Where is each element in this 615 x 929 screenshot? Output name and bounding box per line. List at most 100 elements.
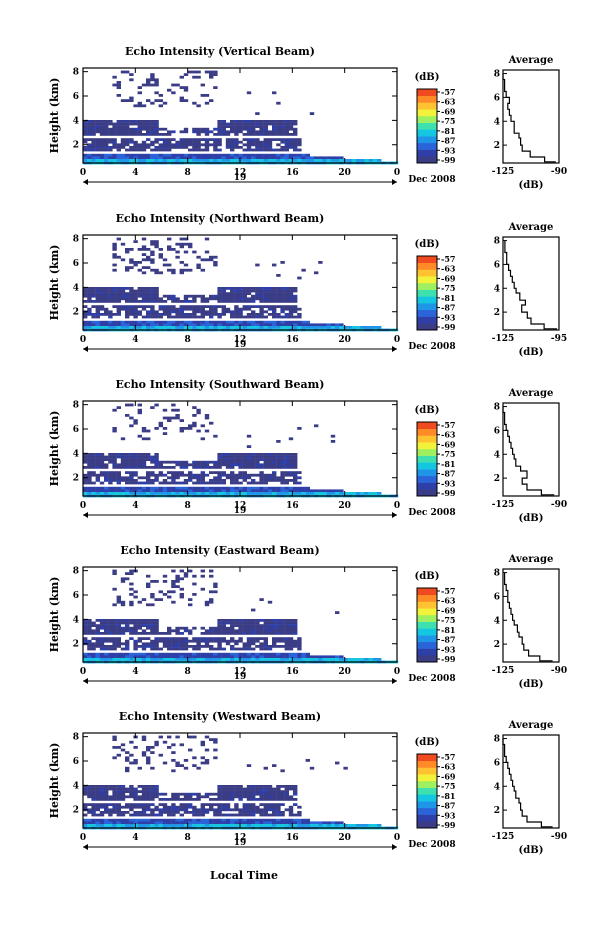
profile-x-label: (dB) — [519, 679, 544, 690]
echo-cell — [263, 310, 268, 314]
echo-cell — [154, 619, 159, 622]
echo-cell — [276, 326, 281, 329]
echo-cell — [154, 629, 159, 633]
echo-cell — [305, 323, 310, 327]
echo-cell — [217, 489, 222, 493]
echo-cell — [221, 323, 226, 327]
echo-cell — [288, 453, 294, 456]
echo-cell — [104, 818, 109, 822]
echo-cell — [230, 808, 235, 812]
y-tick-label: 6 — [73, 92, 79, 102]
echo-cell — [267, 808, 273, 812]
echo-cell — [339, 159, 344, 162]
echo-cell — [330, 323, 336, 327]
echo-cell — [154, 313, 159, 316]
echo-cell — [167, 824, 172, 827]
echo-cell — [91, 453, 96, 456]
echo-cell — [242, 489, 247, 493]
echo-cell — [158, 271, 163, 275]
echo-cell — [238, 811, 243, 814]
echo-cell — [83, 146, 88, 149]
echo-cell — [129, 148, 134, 152]
echo-cell — [309, 658, 315, 661]
echo-cell — [146, 759, 151, 762]
echo-cell — [154, 297, 159, 301]
echo-cell — [196, 133, 201, 136]
profile-line — [502, 406, 555, 496]
echo-cell — [263, 127, 268, 131]
echo-cell — [259, 808, 264, 812]
echo-cell — [108, 287, 113, 290]
echo-cell — [276, 159, 281, 162]
echo-cell — [267, 133, 273, 136]
echo-cell — [192, 326, 197, 329]
echo-cell — [158, 307, 163, 311]
echo-cell — [137, 632, 142, 635]
echo-cell — [167, 146, 172, 149]
echo-cell — [230, 140, 235, 144]
echo-cell — [368, 658, 373, 661]
echo-cell — [200, 652, 205, 656]
echo-cell — [234, 818, 239, 822]
echo-cell — [276, 808, 281, 812]
echo-cell — [255, 824, 260, 827]
echo-cell — [133, 120, 138, 123]
echo-cell — [179, 824, 184, 827]
echo-cell — [272, 120, 277, 123]
echo-cell — [158, 313, 163, 316]
echo-cell — [146, 125, 151, 128]
echo-cell — [133, 146, 138, 149]
echo-cell — [146, 313, 151, 316]
echo-cell — [154, 787, 159, 791]
echo-cell — [246, 655, 252, 659]
echo-cell — [251, 619, 256, 622]
x-tick-label: 20 — [338, 667, 351, 677]
echo-cell — [297, 647, 302, 651]
echo-cell — [213, 486, 218, 490]
echo-cell — [137, 408, 142, 412]
echo-cell — [196, 75, 201, 79]
echo-cell — [238, 486, 243, 490]
colorbar-tick-label: -69 — [441, 605, 456, 615]
echo-cell — [272, 91, 277, 95]
echo-cell — [87, 785, 92, 788]
echo-cell — [116, 792, 121, 796]
echo-cell — [259, 463, 264, 467]
echo-cell — [293, 120, 298, 123]
echo-cell — [309, 492, 315, 495]
echo-cell — [272, 813, 277, 817]
echo-cell — [259, 289, 264, 293]
echo-cell — [162, 460, 168, 464]
echo-cell — [288, 323, 294, 327]
echo-cell — [284, 798, 289, 801]
echo-cell — [263, 315, 268, 319]
echo-cell — [246, 787, 252, 791]
echo-cell — [125, 310, 130, 314]
echo-cell — [120, 647, 126, 651]
echo-cell — [150, 294, 155, 298]
echo-cell — [175, 645, 180, 648]
echo-cell — [91, 818, 96, 822]
echo-cell — [204, 146, 210, 149]
colorbar-tick-label: -93 — [441, 810, 456, 820]
echo-cell — [137, 492, 142, 495]
echo-cell — [87, 481, 92, 485]
echo-cell — [150, 473, 155, 477]
echo-cell — [225, 125, 231, 128]
echo-cell — [230, 313, 235, 316]
echo-cell — [263, 790, 268, 793]
colorbar-swatch — [417, 821, 437, 829]
echo-cell — [158, 153, 163, 157]
date-label: Dec 2008 — [408, 342, 455, 352]
echo-cell — [87, 466, 92, 469]
echo-cell — [251, 481, 256, 485]
echo-cell — [246, 473, 252, 477]
echo-cell — [217, 125, 222, 128]
echo-cell — [87, 795, 92, 799]
echo-cell — [293, 127, 298, 131]
echo-cell — [162, 798, 168, 801]
echo-cell — [120, 307, 126, 311]
echo-cell — [322, 824, 327, 827]
echo-cell — [146, 824, 151, 827]
echo-cell — [339, 824, 344, 827]
